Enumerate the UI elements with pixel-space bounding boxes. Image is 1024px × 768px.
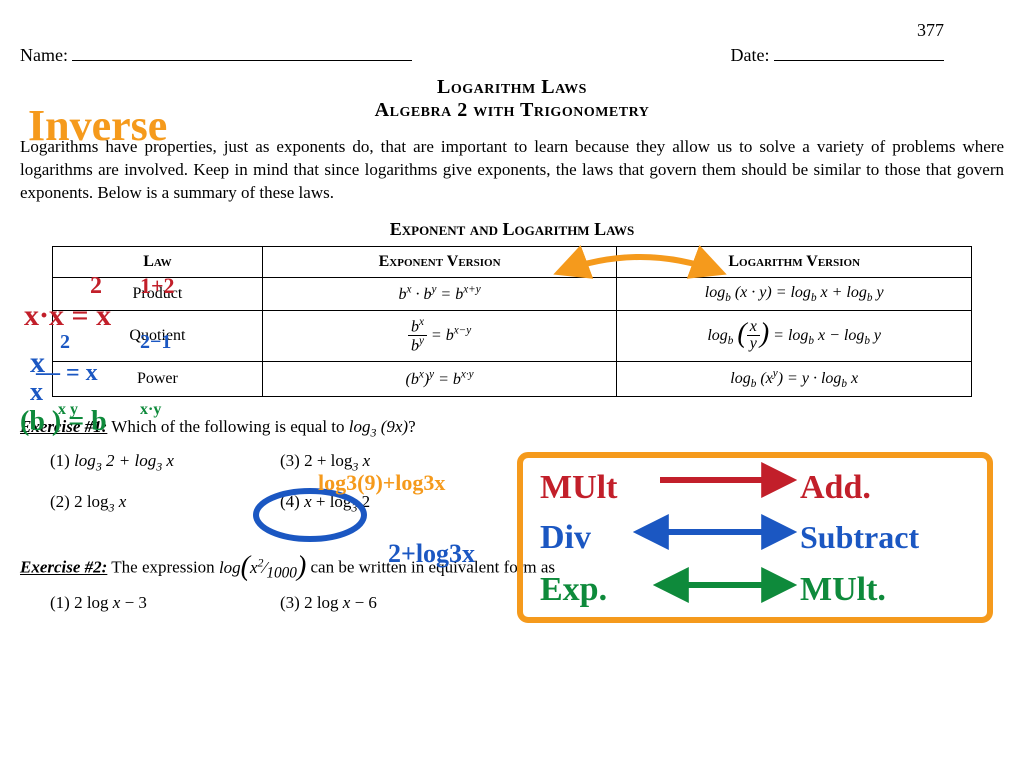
table-row: Product bx · by = bx+y logb (x · y) = lo… (53, 277, 972, 310)
choice: (1) log3 2 + log3 x (50, 451, 270, 474)
log-version: logb (x · y) = logb x + logb y (617, 277, 972, 310)
choice: (3) 2 + log3 x (280, 451, 530, 474)
exercise-2-choices: (1) 2 log x − 3 (3) 2 log x − 6 (50, 593, 1004, 613)
choice: (3) 2 log x − 6 (280, 593, 530, 613)
title-line-2: Algebra 2 with Trigonometry (20, 99, 1004, 122)
page-number: 377 (20, 20, 1004, 41)
section-heading: Exponent and Logarithm Laws (20, 219, 1004, 240)
col-head-law: Law (53, 246, 263, 277)
law-name: Quotient (53, 311, 263, 362)
exp-version: bxby = bx−y (262, 311, 617, 362)
table-header-row: Law Exponent Version Logarithm Version (53, 246, 972, 277)
intro-paragraph: Logarithms have properties, just as expo… (20, 136, 1004, 205)
law-name: Product (53, 277, 263, 310)
exercise-label: Exercise #1: (20, 417, 107, 436)
exercise-1-choices: (1) log3 2 + log3 x (3) 2 + log3 x (2) 2… (50, 451, 1004, 516)
law-name: Power (53, 361, 263, 397)
exercise-label: Exercise #2: (20, 558, 107, 577)
exercise-2: Exercise #2: The expression log(x2⁄1000)… (20, 555, 1004, 582)
worksheet-page: 377 Name: Date: Logarithm Laws Algebra 2… (20, 20, 1004, 613)
exp-version: (bx)y = bx·y (262, 361, 617, 397)
choice: (2) 2 log3 x (50, 492, 270, 515)
col-head-logarithm: Logarithm Version (617, 246, 972, 277)
exercise-text: The expression log(x2⁄1000) can be writt… (111, 558, 555, 577)
log-version: logb (xy) = y · logb x (617, 361, 972, 397)
col-head-exponent: Exponent Version (262, 246, 617, 277)
laws-table: Law Exponent Version Logarithm Version P… (52, 246, 972, 398)
date-label: Date: (731, 45, 770, 65)
exp-version: bx · by = bx+y (262, 277, 617, 310)
choice: (1) 2 log x − 3 (50, 593, 270, 613)
title-block: Logarithm Laws Algebra 2 with Trigonomet… (20, 76, 1004, 122)
title-line-1: Logarithm Laws (20, 76, 1004, 99)
exercise-1: Exercise #1: Which of the following is e… (20, 417, 1004, 440)
header-row: Name: Date: (20, 45, 1004, 66)
date-field: Date: (731, 45, 1004, 66)
log-version: logb (xy) = logb x − logb y (617, 311, 972, 362)
exercise-text: Which of the following is equal to log3 … (111, 417, 415, 436)
name-field: Name: (20, 45, 412, 66)
table-row: Quotient bxby = bx−y logb (xy) = logb x … (53, 311, 972, 362)
name-label: Name: (20, 45, 68, 65)
table-row: Power (bx)y = bx·y logb (xy) = y · logb … (53, 361, 972, 397)
choice: (4) x + log3 2 (280, 492, 530, 515)
